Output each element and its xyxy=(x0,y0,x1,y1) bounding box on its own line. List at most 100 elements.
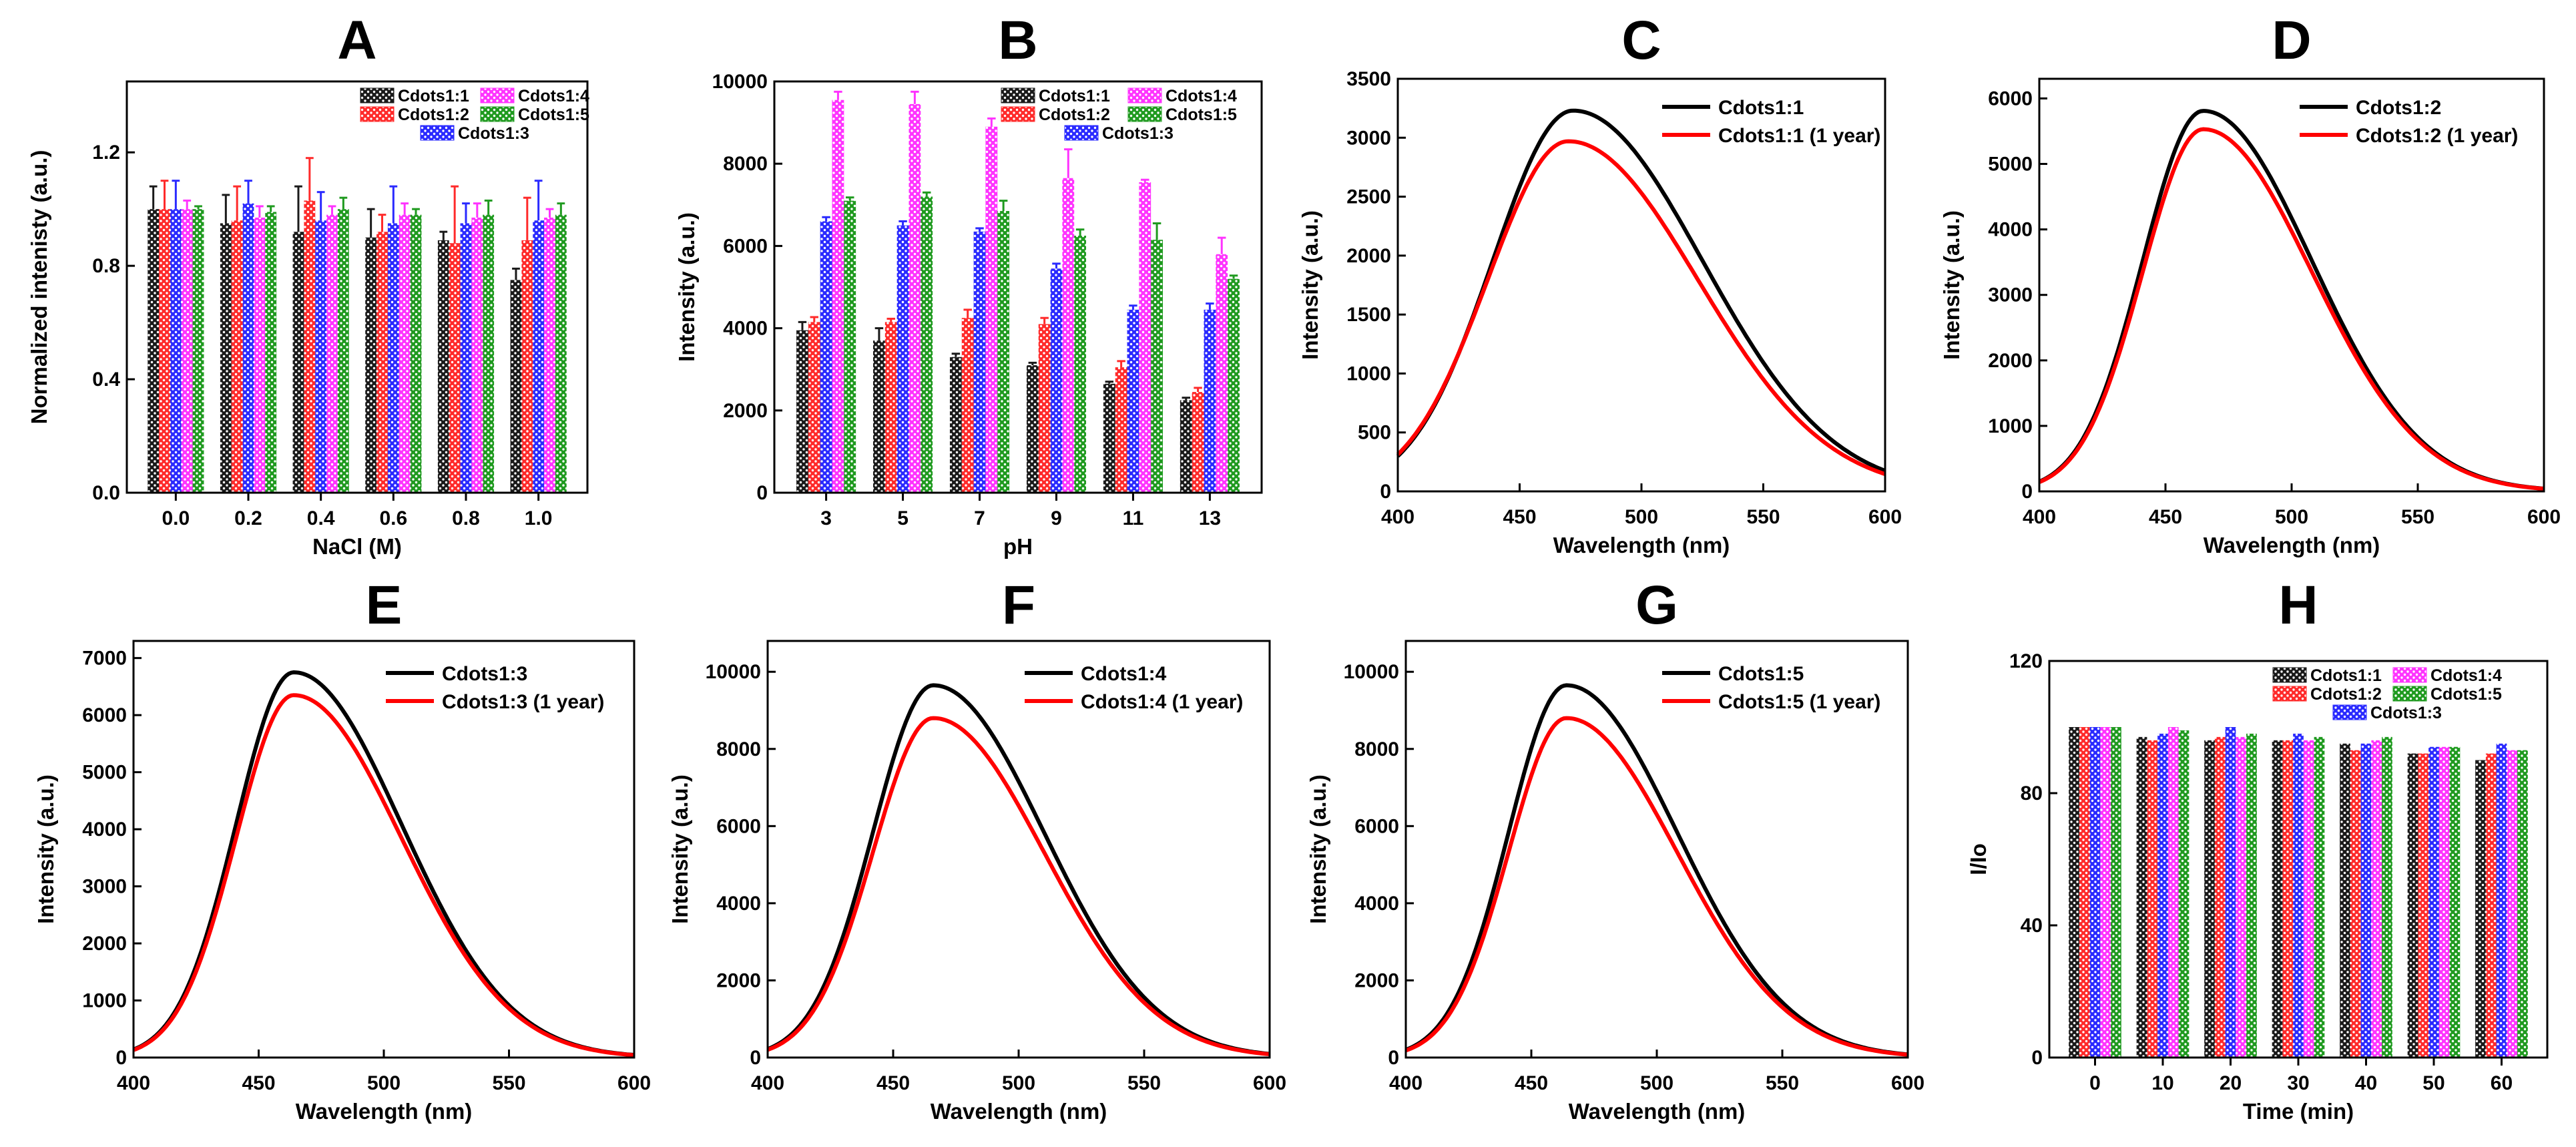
x-tick-label: 400 xyxy=(751,1072,784,1094)
legend-swatch xyxy=(1064,125,1099,141)
bar-Cdots1-4-60 xyxy=(2507,750,2518,1058)
chart-H: 0 10 20 30 40 50 60 0 40 80 120 H Time (min) I/Io Cdot… xyxy=(1966,575,2549,1124)
plot-frame xyxy=(125,80,589,494)
x-tick-label: 600 xyxy=(1253,1072,1286,1094)
bar-Cdots1-2-0.2 xyxy=(231,220,243,493)
bar-Cdots1-4-50 xyxy=(2438,746,2450,1058)
bar-Cdots1-1-30 xyxy=(2272,740,2283,1058)
bar-Cdots1-5-9 xyxy=(1074,236,1087,493)
x-axis-label: Wavelength (nm) xyxy=(1553,533,1730,557)
legend-swatch xyxy=(360,106,395,122)
bar-Cdots1-2-10 xyxy=(2147,740,2158,1058)
panel-F-letter: F xyxy=(1002,575,1035,636)
bar-Cdots1-3-20 xyxy=(2225,727,2236,1058)
x-tick-label: 5 xyxy=(897,507,909,529)
bar-Cdots1-5-0.4 xyxy=(337,209,349,493)
legend-swatch xyxy=(2392,686,2427,702)
y-tick-label: 5000 xyxy=(82,762,127,784)
x-tick-label: 450 xyxy=(2149,506,2182,528)
bar-Cdots1-4-9 xyxy=(1062,178,1075,493)
x-axis-label: Time (min) xyxy=(2243,1099,2354,1124)
bar-Cdots1-2-9 xyxy=(1038,324,1051,493)
y-tick-label: 6000 xyxy=(82,704,127,726)
y-tick-label: 2000 xyxy=(1988,350,2033,372)
bar-Cdots1-5-13 xyxy=(1228,278,1240,493)
y-tick-label: 4000 xyxy=(1988,219,2033,241)
x-tick-label: 0.2 xyxy=(234,507,262,529)
y-axis-label: Intensity (a.u.) xyxy=(674,212,699,362)
x-tick-label: 600 xyxy=(1868,506,1902,528)
bar-Cdots1-1-10 xyxy=(2136,736,2147,1058)
y-axis-label: Intensity (a.u.) xyxy=(1298,210,1322,360)
x-tick-label: 0.6 xyxy=(379,507,407,529)
series-line-aged xyxy=(132,693,635,1058)
bar-Cdots1-1-3 xyxy=(796,330,808,493)
y-tick-label: 3000 xyxy=(1346,127,1391,149)
x-tick-label: 550 xyxy=(1746,506,1780,528)
legend-label: Cdots1:5 xyxy=(1166,105,1237,124)
bar-Cdots1-5-20 xyxy=(2246,733,2257,1058)
x-tick-label: 500 xyxy=(1002,1072,1035,1094)
y-tick-label: 40 xyxy=(2021,915,2043,937)
bar-Cdots1-1-7 xyxy=(949,357,962,493)
x-tick-label: 400 xyxy=(1389,1072,1423,1094)
bar-Cdots1-5-0.6 xyxy=(410,214,422,493)
y-tick-label: 1000 xyxy=(1346,363,1391,385)
plot-frame xyxy=(1396,77,1886,493)
x-tick-label: 550 xyxy=(2401,506,2434,528)
bar-Cdots1-1-13 xyxy=(1180,400,1192,493)
bar-Cdots1-1-40 xyxy=(2340,743,2350,1058)
legend-label: Cdots1:5 xyxy=(518,105,589,124)
legend-swatch xyxy=(2272,686,2307,702)
y-tick-label: 7000 xyxy=(82,648,127,670)
bar-Cdots1-2-11 xyxy=(1115,367,1127,493)
y-axis-label: Normalized intenisty (a.u.) xyxy=(27,150,51,425)
series-line-aged xyxy=(1405,716,1908,1057)
bar-Cdots1-2-1.0 xyxy=(521,240,533,493)
bar-Cdots1-5-3 xyxy=(844,200,856,493)
bar-Cdots1-5-0 xyxy=(2111,727,2121,1058)
x-tick-label: 50 xyxy=(2422,1072,2444,1094)
plot-frame xyxy=(766,640,1271,1059)
x-tick-label: 13 xyxy=(1199,507,1221,529)
y-tick-label: 120 xyxy=(2009,650,2043,672)
y-tick-label: 8000 xyxy=(716,738,761,760)
x-tick-label: 400 xyxy=(117,1072,150,1094)
y-tick-label: 2000 xyxy=(1346,245,1391,267)
y-tick-label: 0 xyxy=(750,1047,761,1069)
bar-Cdots1-3-1.0 xyxy=(533,220,545,493)
y-tick-label: 4000 xyxy=(82,819,127,841)
bar-Cdots1-4-20 xyxy=(2236,736,2247,1058)
bar-Cdots1-5-40 xyxy=(2382,736,2392,1058)
legend-label: Cdots1:4 xyxy=(1166,87,1237,105)
chart-G: 400 450 500 550 6000200040006000800010000GWa… xyxy=(1306,575,1924,1124)
bar-Cdots1-5-60 xyxy=(2517,750,2528,1058)
y-tick-label: 5000 xyxy=(1988,154,2033,176)
bar-Cdots1-5-5 xyxy=(921,196,933,493)
bar-Cdots1-2-0.0 xyxy=(159,209,170,493)
x-tick-label: 60 xyxy=(2491,1072,2513,1094)
legend-swatch xyxy=(2332,704,2367,720)
bar-Cdots1-3-11 xyxy=(1127,309,1139,493)
bar-Cdots1-4-0.8 xyxy=(471,217,483,493)
plot-frame xyxy=(1404,640,1909,1059)
chart-A: 0.0 0.2 0.4 0.6 0.8 1.0 0.0 0.4 0.8 1.2 A NaCl (M) N… xyxy=(27,10,589,559)
legend-label: Cdots1:5 xyxy=(2430,685,2502,704)
x-tick-label: 450 xyxy=(876,1072,910,1094)
bar-Cdots1-1-0 xyxy=(2069,727,2079,1058)
x-tick-label: 0 xyxy=(2089,1072,2101,1094)
chart-F: 400 450 500 550 6000200040006000800010000FWa… xyxy=(668,575,1286,1124)
bar-Cdots1-2-0.8 xyxy=(449,243,461,493)
x-tick-label: 500 xyxy=(1625,506,1658,528)
x-tick-label: 600 xyxy=(617,1072,651,1094)
x-tick-label: 20 xyxy=(2220,1072,2242,1094)
legend-label: Cdots1:3 (1 year) xyxy=(442,691,604,713)
x-tick-label: 600 xyxy=(2527,506,2561,528)
bar-Cdots1-3-0.0 xyxy=(170,209,182,493)
bar-Cdots1-2-0.6 xyxy=(376,232,388,493)
legend-label: Cdots1:5 (1 year) xyxy=(1718,691,1880,713)
bar-Cdots1-3-60 xyxy=(2496,743,2507,1058)
y-tick-label: 3000 xyxy=(1988,284,2033,306)
x-tick-label: 400 xyxy=(2023,506,2056,528)
